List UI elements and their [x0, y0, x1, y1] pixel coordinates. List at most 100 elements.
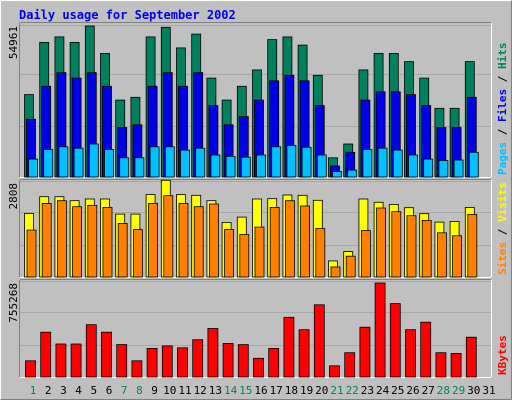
bar-pages-day-3 [58, 146, 69, 178]
x-tick-label: 5 [90, 384, 97, 397]
legend-visits: Sites / Visits [496, 182, 509, 275]
bar-sites-day-22 [345, 255, 356, 278]
x-tick-label: 11 [178, 384, 191, 397]
bar-sites-day-5 [87, 204, 98, 278]
bar-sites-day-3 [57, 200, 67, 278]
x-tick-label: 19 [300, 384, 313, 397]
legend-item: Visits [496, 182, 509, 222]
legend-kbytes: KBytes [496, 335, 509, 375]
bar-kbytes-day-30 [465, 336, 477, 378]
bar-kbytes-day-19 [298, 329, 310, 378]
bar-kbytes-day-7 [116, 344, 128, 378]
bar-kbytes-day-4 [70, 343, 82, 378]
x-tick-label: 25 [391, 384, 404, 397]
bar-sites-day-14 [224, 229, 235, 278]
chart-title: Daily usage for September 2002 [19, 8, 236, 22]
bar-kbytes-day-22 [344, 352, 356, 378]
bar-sites-day-2 [41, 202, 52, 278]
bar-kbytes-day-11 [177, 347, 188, 378]
x-tick-label: 13 [209, 384, 222, 397]
legend-item: Hits [496, 43, 509, 70]
bar-pages-day-13 [210, 154, 221, 178]
bar-sites-day-19 [300, 205, 311, 278]
x-tick-label: 24 [376, 384, 390, 397]
bar-sites-day-7 [117, 222, 128, 278]
bar-pages-day-23 [362, 149, 373, 178]
bar-sites-day-28 [436, 232, 447, 278]
bar-pages-day-22 [347, 169, 358, 178]
bar-kbytes-day-5 [85, 324, 97, 378]
bar-pages-day-8 [134, 157, 145, 178]
bar-pages-day-27 [423, 158, 434, 178]
bar-sites-day-11 [178, 202, 189, 278]
bar-sites-day-16 [254, 226, 265, 278]
bar-kbytes-day-24 [374, 282, 386, 378]
x-tick-label: 23 [361, 384, 374, 397]
legend-item: KBytes [496, 335, 509, 375]
bar-pages-day-9 [149, 146, 160, 178]
bar-pages-day-17 [271, 146, 282, 178]
bar-sites-day-26 [406, 215, 417, 278]
bar-pages-day-6 [104, 149, 114, 178]
bar-kbytes-day-27 [420, 321, 432, 378]
x-tick-label: 27 [422, 384, 435, 397]
bar-sites-day-6 [102, 206, 113, 278]
bar-pages-day-29 [453, 159, 464, 178]
panel-hits: 54961 Pages / Files / Hits [7, 22, 509, 178]
bar-pages-day-21 [332, 171, 342, 178]
legend-item: Sites [496, 242, 509, 275]
bar-sites-day-15 [239, 234, 250, 278]
bar-pages-day-7 [119, 157, 130, 178]
bar-kbytes-day-21 [329, 365, 340, 378]
bar-sites-day-9 [148, 202, 159, 278]
x-tick-label: 14 [224, 384, 238, 397]
bar-pages-day-5 [88, 143, 99, 178]
bar-sites-day-8 [132, 229, 143, 278]
x-tick-label: 10 [163, 384, 176, 397]
x-tick-label: 16 [254, 384, 267, 397]
x-tick-label: 28 [437, 384, 450, 397]
x-tick-label: 15 [239, 384, 252, 397]
bar-kbytes-day-6 [101, 331, 112, 378]
bar-kbytes-day-29 [450, 352, 462, 378]
bar-kbytes-day-2 [40, 331, 52, 378]
bar-kbytes-day-28 [435, 352, 447, 378]
x-tick-label: 17 [270, 384, 283, 397]
bar-sites-day-1 [26, 229, 37, 278]
bar-pages-day-11 [180, 149, 190, 178]
legend-item: / [496, 222, 509, 242]
bar-sites-day-13 [208, 203, 219, 278]
bar-kbytes-day-10 [161, 345, 173, 378]
bar-sites-day-12 [193, 206, 204, 278]
x-tick-label: 4 [75, 384, 82, 397]
bar-sites-day-10 [163, 195, 174, 278]
bar-kbytes-day-26 [405, 329, 416, 378]
x-tick-label: 31 [482, 384, 495, 397]
bar-sites-day-27 [421, 219, 432, 278]
bar-pages-day-14 [225, 155, 236, 178]
bar-sites-day-24 [376, 207, 387, 278]
x-tick-label: 9 [151, 384, 158, 397]
bar-kbytes-day-14 [222, 342, 234, 378]
x-tick-label: 6 [106, 384, 113, 397]
bar-kbytes-day-25 [389, 303, 401, 378]
bar-kbytes-day-20 [313, 304, 325, 378]
legend-item: / [496, 122, 509, 142]
x-tick-label: 7 [121, 384, 128, 397]
legend-item: Files [496, 89, 509, 122]
x-axis: 1 2 3 4 5 6 7 8 9 10 11 12 13 14 15 16 17 18 19 20 21 22 23 24 2… [30, 384, 496, 397]
bar-sites-day-29 [452, 235, 463, 278]
bar-kbytes-day-15 [237, 344, 249, 378]
x-tick-label: 8 [136, 384, 143, 397]
x-tick-label: 30 [467, 384, 480, 397]
legend-item: / [496, 69, 509, 89]
bar-pages-day-16 [256, 154, 266, 178]
bar-pages-day-12 [195, 147, 206, 178]
bar-kbytes-day-17 [268, 347, 280, 378]
bar-sites-day-18 [284, 200, 295, 278]
x-tick-label: 20 [315, 384, 328, 397]
bar-kbytes-day-9 [146, 347, 158, 378]
bar-pages-day-24 [377, 147, 388, 178]
bar-kbytes-day-3 [55, 343, 67, 378]
